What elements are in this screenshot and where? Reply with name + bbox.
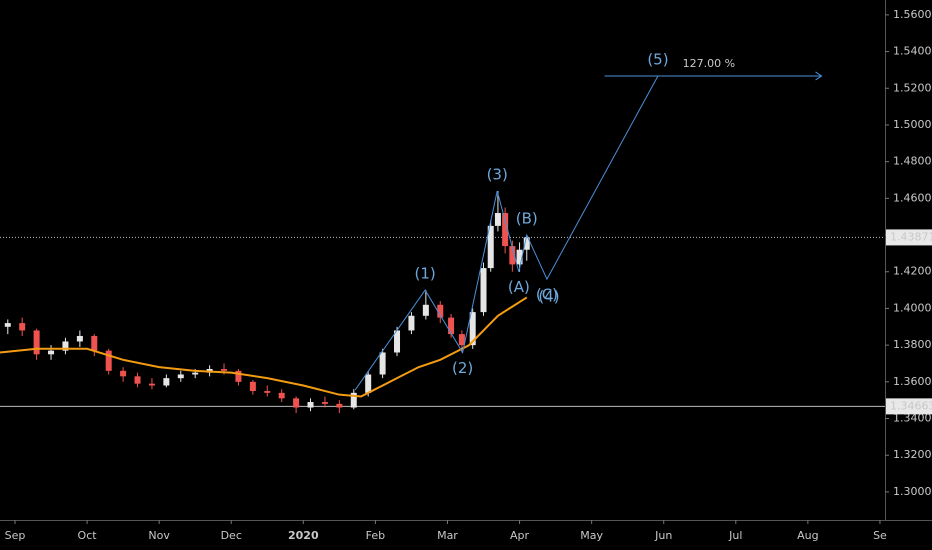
candle-body [523,237,530,250]
candle-body [249,381,256,392]
candle-body [148,383,155,386]
x-tick-label: Dec [221,529,242,542]
y-tick-label: 1.40000 [893,301,932,314]
y-tick-label: 1.30000 [893,485,932,498]
candle-body [321,402,328,404]
candle-body [221,368,228,371]
wave-label: (4) [538,288,559,306]
x-tick-label: Se [873,529,887,542]
candle-body [33,330,40,355]
x-tick-label: Nov [148,529,170,542]
x-tick-label: Apr [510,529,530,542]
y-tick-label: 1.52000 [893,81,932,94]
candle-body [293,398,300,408]
target-arrowhead [815,71,823,81]
candle-body [105,350,112,371]
y-tick-label: 1.36000 [893,375,932,388]
candle-body [516,249,523,265]
x-tick-label: May [580,529,603,542]
candle-body [437,304,444,318]
y-tick-label: 1.56000 [893,8,932,21]
x-tick-label: Jul [728,529,742,542]
price-label: 1.34663 [890,399,932,412]
candle-body [379,352,386,375]
x-tick-label: 2020 [288,529,319,542]
candle-body [307,402,314,408]
x-tick-label: Oct [78,529,98,542]
candle-body [458,334,465,346]
candle-body [448,317,455,335]
target-label: 127.00 % [683,57,735,70]
candle-body [264,391,271,393]
candle-body [350,392,357,408]
y-tick-label: 1.34000 [893,412,932,425]
price-label-box [886,398,932,415]
candle-body [469,312,476,346]
price-label-box [886,229,932,246]
candle-body [494,213,501,226]
candle-body [120,370,127,377]
y-tick-label: 1.48000 [893,155,932,168]
candle-body [480,268,487,313]
wave-label: (C) [536,286,558,304]
wave-label: (3) [487,166,508,184]
candle-body [235,370,242,382]
candle-body [163,378,170,386]
wave-path [354,75,659,391]
candle-body [509,246,516,265]
y-tick-label: 1.32000 [893,448,932,461]
wave-label: (5) [647,50,668,68]
candle-body [394,330,401,353]
y-tick-label: 1.54000 [893,45,932,58]
candle-body [502,213,509,247]
candle-body [19,323,26,331]
y-tick-label: 1.42000 [893,265,932,278]
x-tick-label: Aug [797,529,818,542]
candle-body [134,376,141,384]
y-tick-label: 1.38000 [893,338,932,351]
y-tick-label: 1.46000 [893,191,932,204]
candle-body [487,225,494,269]
candle-body [278,392,285,399]
candle-body [422,304,429,316]
price-label: 1.43871 [890,230,932,243]
candle-body [177,374,184,379]
candle-body [4,323,11,327]
candle-body [48,350,55,355]
x-tick-label: Mar [437,529,458,542]
candle-body [91,335,98,351]
wave-label: (B) [516,210,538,228]
candle-body [76,335,83,342]
wave-label: (2) [452,359,473,377]
candle-body [62,341,69,351]
candle-body [365,374,372,393]
y-tick-label: 1.50000 [893,118,932,131]
wave-label: (A) [508,278,530,296]
candle-body [408,315,415,331]
wave-label: (1) [415,265,436,283]
x-tick-label: Jun [654,529,672,542]
candle-body [192,372,199,375]
candle-body [336,403,343,408]
x-tick-label: Feb [366,529,385,542]
x-tick-label: Sep [5,529,26,542]
moving-average [0,296,528,398]
